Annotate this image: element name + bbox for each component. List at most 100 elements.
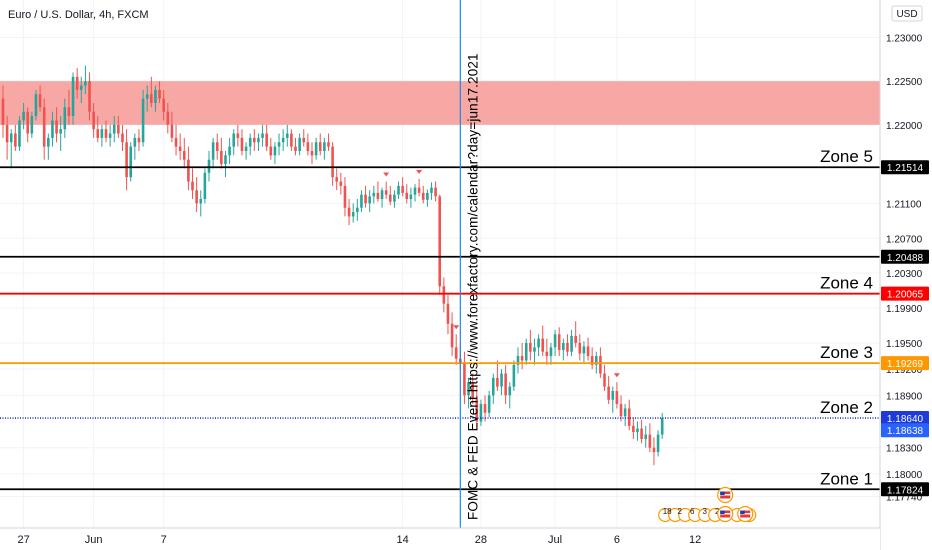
price-tag bbox=[881, 249, 929, 264]
candle-body bbox=[541, 338, 545, 352]
price-tag bbox=[881, 482, 929, 497]
candle bbox=[14, 124, 17, 151]
candle bbox=[632, 417, 635, 439]
calendar-badge-label: 3 bbox=[702, 507, 707, 516]
candle bbox=[170, 111, 174, 143]
candle bbox=[269, 137, 273, 160]
currency-button[interactable]: USD bbox=[891, 5, 923, 22]
candle-body bbox=[504, 373, 507, 396]
candle bbox=[302, 129, 306, 147]
candle-body bbox=[574, 336, 577, 343]
candle bbox=[516, 347, 520, 374]
candle bbox=[265, 124, 268, 151]
candle bbox=[18, 116, 21, 151]
candle-body bbox=[228, 146, 231, 156]
price-tag-label: 1.20488 bbox=[887, 253, 924, 264]
candle-body bbox=[347, 207, 351, 217]
candle bbox=[520, 342, 524, 370]
candle-body bbox=[141, 98, 145, 143]
candle-body bbox=[623, 408, 627, 417]
candle-body bbox=[26, 111, 30, 134]
candle bbox=[187, 146, 190, 191]
candle bbox=[125, 129, 128, 191]
candle-body bbox=[545, 351, 549, 357]
candle-body bbox=[244, 146, 248, 151]
candle bbox=[541, 325, 545, 357]
candle-body bbox=[496, 377, 499, 387]
candle-body bbox=[553, 334, 557, 348]
candle bbox=[335, 168, 339, 191]
time-tick-label: Jul bbox=[548, 534, 562, 546]
candle-body bbox=[191, 181, 194, 191]
candle bbox=[327, 133, 330, 151]
candle-body bbox=[524, 342, 528, 361]
candle-body bbox=[557, 334, 561, 350]
candle bbox=[574, 321, 577, 348]
us-flag-stripe-white bbox=[720, 494, 731, 496]
zone-label: Zone 1 bbox=[820, 469, 873, 488]
candle-body bbox=[603, 373, 606, 387]
candle bbox=[30, 111, 34, 138]
candle-body bbox=[277, 142, 281, 147]
candle-body bbox=[607, 386, 610, 400]
candle bbox=[220, 137, 223, 169]
candle-body bbox=[133, 137, 137, 147]
candle bbox=[603, 364, 606, 391]
candle-body bbox=[224, 155, 227, 165]
price-tick-label: 1.21100 bbox=[886, 199, 922, 210]
price-tick-label: 1.19900 bbox=[886, 304, 923, 315]
candle-body bbox=[393, 194, 396, 202]
candle bbox=[38, 85, 42, 112]
candle bbox=[63, 98, 67, 138]
candle bbox=[640, 419, 643, 444]
candle-body bbox=[360, 194, 363, 208]
price-tick-label: 1.22000 bbox=[886, 121, 923, 132]
candle-body bbox=[253, 137, 256, 143]
candle bbox=[137, 129, 141, 151]
candle bbox=[195, 177, 198, 213]
candle-body bbox=[47, 137, 50, 147]
candle-body bbox=[570, 336, 573, 352]
candle bbox=[59, 116, 62, 151]
candle-body bbox=[195, 190, 198, 204]
candle-body bbox=[376, 192, 380, 199]
candle bbox=[182, 137, 186, 169]
candle-body bbox=[269, 146, 273, 156]
candle-body bbox=[562, 342, 565, 350]
candle-body bbox=[364, 194, 367, 204]
time-scale[interactable] bbox=[0, 528, 880, 550]
candle bbox=[508, 382, 512, 409]
calendar-badges[interactable]: 18263269 bbox=[658, 486, 757, 523]
candle-body bbox=[150, 94, 153, 103]
calendar-badge-label: 6 bbox=[690, 507, 695, 516]
candle bbox=[277, 133, 281, 156]
candle bbox=[364, 185, 367, 208]
candle-body bbox=[79, 85, 83, 90]
candle-body bbox=[413, 187, 417, 195]
candle-body bbox=[335, 177, 339, 182]
currency-label: USD bbox=[896, 9, 917, 20]
candle bbox=[150, 76, 153, 108]
candle-body bbox=[619, 404, 623, 417]
zone-label: Zone 3 bbox=[820, 343, 873, 362]
candle bbox=[224, 150, 227, 178]
candle bbox=[586, 337, 590, 361]
candle bbox=[442, 277, 446, 313]
candle-body bbox=[434, 187, 437, 197]
candle bbox=[529, 329, 532, 361]
candle bbox=[314, 137, 318, 160]
candle bbox=[475, 386, 479, 431]
candle bbox=[553, 329, 557, 357]
candle bbox=[549, 342, 553, 365]
candle-body bbox=[566, 342, 569, 352]
candle-body bbox=[306, 142, 310, 151]
price-tag bbox=[881, 286, 929, 301]
down-arrow-marker bbox=[453, 325, 460, 330]
candle-body bbox=[100, 129, 104, 138]
candle bbox=[644, 425, 648, 448]
candle-body bbox=[211, 142, 215, 160]
candle bbox=[232, 129, 236, 156]
candle bbox=[84, 65, 87, 95]
price-scale[interactable] bbox=[880, 0, 932, 550]
